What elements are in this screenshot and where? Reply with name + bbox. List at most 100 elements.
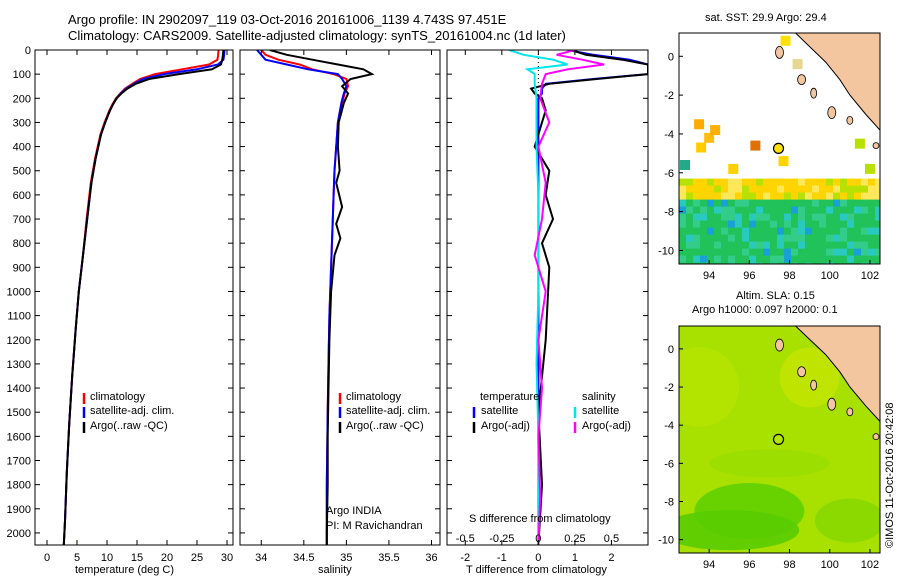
sst-cell (847, 213, 855, 222)
sst-cell (679, 234, 687, 243)
sst-cell (770, 248, 778, 257)
sst-cell (735, 248, 743, 257)
sst-cell (742, 206, 750, 215)
sla-blob (679, 510, 800, 551)
sst-cell (679, 262, 687, 264)
difference-legend-t-satellite: satellite (481, 405, 519, 417)
sst-cell (770, 213, 778, 222)
sst-cell (679, 227, 687, 236)
sst-cell (742, 262, 750, 264)
sst-cell (805, 248, 813, 257)
temperature-ytick-label: 300 (13, 117, 31, 129)
sst-cell (847, 220, 855, 229)
sst-cell (826, 227, 834, 236)
sst-cell (742, 255, 750, 264)
sst-cell (791, 213, 799, 222)
temperature-panel: 0 5 10 15 20 25 300100200300400500600700800900… (7, 45, 234, 564)
sst-cell (756, 178, 764, 187)
sst-cell (847, 227, 855, 236)
sst-cell (686, 178, 694, 187)
sst-cell (777, 227, 785, 236)
sst-cell (686, 241, 694, 250)
sst-cell (791, 178, 799, 187)
sst-map-ytick-label: -8 (664, 207, 674, 219)
sst-map-panel: 94 96 98 100 102 0 -2 -4 -6 -8 -10 (658, 32, 881, 282)
sst-cell (791, 241, 799, 250)
sla-map-island (775, 338, 784, 352)
sst-cell (812, 262, 820, 264)
temperature-ytick-label: 0 (25, 45, 31, 57)
difference-xtick-label: 1 (572, 552, 578, 564)
sst-patch (854, 138, 865, 149)
difference-legend-title-temperature: temperature (480, 391, 540, 403)
sla-map-ytick-label: -2 (664, 382, 674, 394)
sst-map-xtick-label: 96 (743, 270, 755, 282)
sla-map-ytick-label: -4 (664, 420, 674, 432)
sst-cell (763, 185, 771, 194)
sst-cell (777, 206, 785, 215)
difference-legend-s-satellite: satellite (582, 405, 620, 417)
sst-cell (693, 255, 701, 264)
temperature-series-1 (62, 50, 226, 545)
sst-cell (721, 255, 729, 264)
sst-cell (791, 248, 799, 257)
difference-series-2 (508, 50, 568, 545)
sst-cell (868, 178, 876, 187)
sst-cell (707, 241, 715, 250)
sst-cell (763, 206, 771, 215)
sst-cell (833, 213, 841, 222)
sst-cell (784, 262, 792, 264)
sst-cell (728, 213, 736, 222)
sst-cell (679, 206, 687, 215)
sst-map-xtick-label: 100 (821, 270, 839, 282)
sst-cell (714, 262, 722, 264)
sst-cell (686, 192, 694, 201)
sst-map-ytick-label: -4 (664, 129, 674, 141)
sst-cell (721, 192, 729, 201)
sst-cell (784, 199, 792, 208)
sst-cell (847, 185, 855, 194)
sla-map-island (797, 366, 807, 378)
sla-map-frame (678, 325, 881, 554)
sst-map-ytick-label: 0 (668, 51, 674, 63)
sla-map-island (846, 407, 854, 417)
sst-cell (686, 234, 694, 243)
sst-cell (742, 220, 750, 229)
sst-cell (840, 199, 848, 208)
sst-cell (791, 227, 799, 236)
salinity-frame (239, 49, 441, 546)
sst-cell (749, 227, 757, 236)
sst-cell (784, 192, 792, 201)
sst-cell (805, 178, 813, 187)
salinity-annotation-pi: PI: M Ravichandran (326, 520, 423, 532)
sst-cell (756, 220, 764, 229)
temperature-xtick-label: 30 (221, 552, 233, 564)
sst-cell (728, 220, 736, 229)
sst-cell (714, 220, 722, 229)
sst-cell (826, 241, 834, 250)
sst-cell (798, 185, 806, 194)
sst-map-xtick-label: 98 (783, 270, 795, 282)
temperature-series-2 (62, 50, 225, 545)
sst-cell (791, 192, 799, 201)
temperature-ytick-label: 1300 (7, 359, 31, 371)
sst-cell (833, 178, 841, 187)
sst-cell (847, 241, 855, 250)
sst-cell (826, 178, 834, 187)
sst-cell (742, 227, 750, 236)
temperature-ytick-label: 900 (13, 262, 31, 274)
temperature-ytick-label: 800 (13, 238, 31, 250)
sst-cell (861, 234, 869, 243)
sst-cell (756, 227, 764, 236)
temperature-ytick-label: 700 (13, 214, 31, 226)
sst-cell (868, 192, 876, 201)
difference-legend-t-argo: Argo(-adj) (481, 420, 530, 432)
sst-cell (784, 248, 792, 257)
temperature-ytick-label: 2000 (7, 528, 31, 540)
sla-map-ytick-label: -10 (658, 535, 674, 547)
sst-cell (770, 199, 778, 208)
sst-cell (840, 206, 848, 215)
sst-cell (805, 234, 813, 243)
sst-cell (861, 199, 869, 208)
sst-map-frame (678, 32, 881, 265)
